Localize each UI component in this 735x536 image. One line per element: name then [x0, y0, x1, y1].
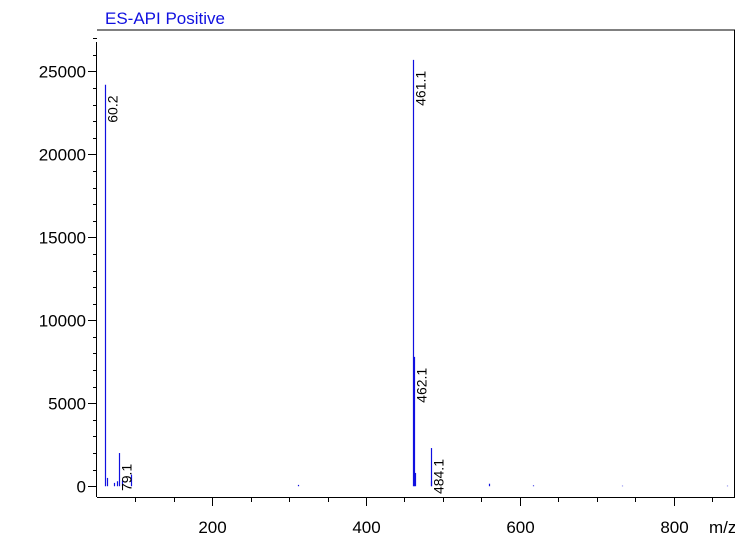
x-tick-label: 200: [198, 518, 226, 536]
peak-label: 461.1: [413, 71, 429, 106]
chart-title: ES-API Positive: [105, 9, 225, 28]
axis-layer: 0 5000 10000 15000 20000 25000 200 400 600 800 m/z: [39, 38, 735, 536]
y-tick-label: 0: [77, 478, 86, 497]
x-tick-label: 600: [506, 518, 534, 536]
peak-label: 60.2: [105, 95, 121, 122]
y-tick-label: 15000: [39, 229, 86, 248]
peak-label: 79.1: [119, 464, 135, 491]
y-tick-label: 10000: [39, 312, 86, 331]
peak-label-layer: 60.2 79.1 461.1 462.1 484.1: [105, 71, 447, 494]
x-axis-label: m/z: [709, 518, 735, 536]
x-tick-label: 400: [352, 518, 380, 536]
y-tick-label: 5000: [48, 395, 86, 414]
peak-layer: [104, 59, 729, 487]
peak-label: 462.1: [414, 368, 430, 403]
y-tick-label: 20000: [39, 146, 86, 165]
peak-label: 484.1: [431, 459, 447, 494]
y-tick-label: 25000: [39, 63, 86, 82]
x-tick-label: 800: [660, 518, 688, 536]
